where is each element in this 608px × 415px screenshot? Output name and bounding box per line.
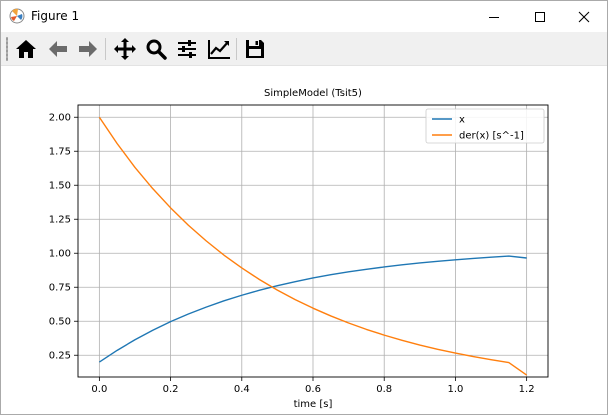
sliders-icon: [178, 40, 196, 58]
legend-box: [425, 108, 545, 144]
home-icon: [16, 40, 36, 58]
minimize-icon: [489, 16, 499, 18]
toolbar-grip: [6, 37, 8, 61]
x-tick-label: 1.2: [519, 384, 535, 395]
forward-button[interactable]: [74, 35, 102, 63]
x-tick-label: 1.0: [447, 384, 463, 395]
x-axis-label: time [s]: [294, 399, 333, 410]
maximize-icon: [535, 11, 545, 22]
y-tick-label: 0.50: [49, 317, 71, 328]
y-tick-label: 1.00: [49, 249, 71, 260]
y-tick-label: 1.50: [49, 181, 71, 192]
home-button[interactable]: [12, 35, 40, 63]
x-tick-label: 0.0: [91, 384, 107, 395]
title-bar: Figure 1: [1, 1, 607, 32]
floppy-disk-icon: [246, 40, 264, 58]
chart-title: SimpleModel (Tsit5): [264, 88, 362, 99]
y-tick-label: 0.75: [49, 283, 71, 294]
x-tick-label: 0.2: [163, 384, 179, 395]
legend-label-0: x: [459, 115, 465, 126]
y-tick-label: 1.25: [49, 215, 71, 226]
pan-button[interactable]: [111, 35, 139, 63]
back-button[interactable]: [44, 35, 72, 63]
toolbar-separator: [236, 38, 237, 60]
x-tick-label: 0.8: [376, 384, 392, 395]
figure-canvas[interactable]: 0.0 0.2 0.4 0.6 0.8 1.0 1.2 0.25 0.50 0.75 1.00 1.2…: [1, 66, 607, 414]
window-title: Figure 1: [31, 9, 80, 23]
x-tick-label: 0.6: [305, 384, 321, 395]
close-button[interactable]: [561, 1, 607, 32]
edit-axis-button[interactable]: [205, 35, 233, 63]
matplotlib-logo-icon: [9, 8, 25, 24]
close-icon: [578, 11, 590, 22]
arrow-left-icon: [49, 41, 67, 57]
y-tick-label: 0.25: [49, 351, 71, 362]
save-button[interactable]: [241, 35, 269, 63]
magnifier-icon: [146, 39, 167, 60]
minimize-button[interactable]: [471, 1, 517, 32]
y-tick-label: 1.75: [49, 147, 71, 158]
configure-subplots-button[interactable]: [173, 35, 201, 63]
x-tick-label: 0.4: [234, 384, 250, 395]
maximize-button[interactable]: [517, 1, 563, 32]
move-icon: [114, 38, 136, 60]
zoom-button[interactable]: [142, 35, 170, 63]
arrow-right-icon: [79, 41, 97, 57]
series-line-1: [98, 116, 528, 376]
toolbar-separator: [105, 38, 106, 60]
line-chart-icon: [208, 40, 230, 59]
line-chart: 0.0 0.2 0.4 0.6 0.8 1.0 1.2 0.25 0.50 0.75 1.00 1.2…: [49, 88, 549, 410]
legend-label-1: der(x) [s^-1]: [459, 131, 524, 142]
series-line-0: [98, 255, 527, 363]
y-tick-label: 2.00: [49, 113, 71, 124]
navigation-toolbar: [1, 32, 607, 66]
